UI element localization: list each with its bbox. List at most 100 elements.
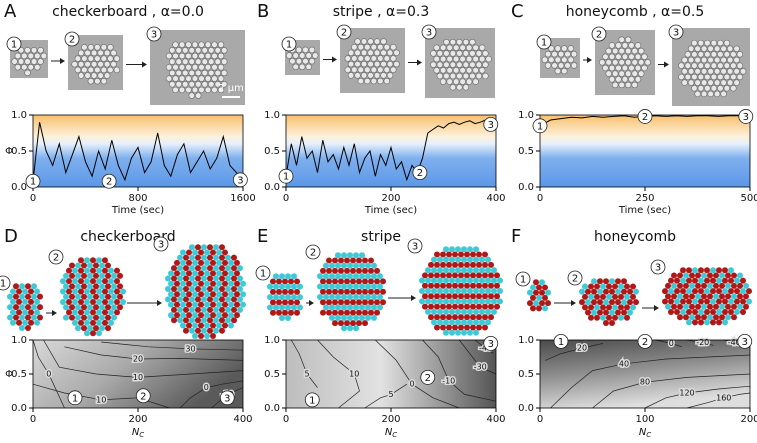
particle	[359, 283, 365, 290]
particle	[719, 293, 725, 300]
particle	[692, 277, 698, 284]
particle	[473, 267, 479, 274]
particle	[195, 306, 201, 313]
particle	[458, 293, 464, 300]
particle	[615, 309, 621, 316]
particle	[7, 314, 13, 321]
particle	[458, 314, 464, 321]
particle	[533, 289, 539, 296]
contour-label: 20	[577, 344, 587, 353]
particle	[207, 317, 213, 324]
colloid	[634, 53, 642, 60]
colloid	[77, 49, 85, 57]
particle	[353, 262, 359, 269]
particle	[683, 282, 689, 289]
particle	[332, 309, 338, 316]
colloid	[637, 70, 645, 77]
particle	[16, 288, 22, 295]
contour-label: 0	[204, 383, 209, 392]
colloid	[14, 63, 22, 71]
colloid	[691, 85, 698, 92]
particle	[25, 314, 31, 321]
colloid	[446, 78, 453, 85]
colloid	[198, 41, 205, 48]
particle	[527, 289, 533, 296]
particle	[329, 293, 335, 300]
particle	[452, 324, 458, 331]
particle	[446, 314, 452, 321]
colloid	[77, 61, 85, 68]
particle	[16, 298, 22, 305]
particle	[662, 288, 668, 295]
colloid	[195, 69, 202, 77]
particle	[347, 314, 353, 321]
particle	[72, 298, 78, 305]
particle	[111, 283, 117, 290]
particle	[530, 294, 536, 301]
particle	[686, 308, 692, 315]
particle	[630, 304, 636, 311]
colloid	[707, 79, 714, 86]
colloid	[624, 36, 632, 43]
colloid	[567, 45, 574, 52]
colloid	[459, 55, 466, 63]
particle	[282, 299, 288, 306]
particle	[213, 285, 219, 292]
particle	[102, 298, 108, 305]
contour-label: 0	[46, 370, 51, 379]
particle	[624, 293, 630, 300]
particle	[695, 272, 701, 279]
contour-line	[459, 339, 497, 375]
particle	[231, 275, 237, 282]
colloid	[370, 55, 377, 62]
particle	[377, 304, 383, 311]
particle	[168, 291, 174, 298]
particle	[716, 267, 722, 274]
contour-line	[686, 392, 751, 409]
particle	[341, 304, 347, 311]
particle	[497, 298, 503, 305]
particle	[234, 270, 240, 277]
particle	[740, 308, 746, 315]
stage-marker-label: 2	[642, 337, 648, 348]
colloid	[713, 56, 721, 64]
particle	[10, 288, 16, 295]
colloid	[24, 58, 31, 65]
particle	[231, 265, 237, 272]
particle	[431, 298, 437, 305]
particle	[222, 322, 228, 329]
colloid	[354, 38, 361, 45]
colloid	[100, 66, 108, 74]
particle	[84, 267, 90, 274]
colloid	[94, 55, 101, 62]
particle	[13, 304, 19, 311]
colloid	[11, 58, 18, 65]
particle	[437, 308, 443, 315]
x-tick-label: 400	[486, 414, 505, 425]
particle	[22, 319, 28, 326]
particle	[213, 265, 219, 272]
particle	[189, 275, 195, 282]
particle	[464, 282, 470, 289]
colloid	[97, 72, 104, 79]
particle	[347, 273, 353, 280]
colloid	[208, 58, 215, 65]
particle	[192, 301, 198, 308]
particle	[192, 259, 198, 266]
particle	[609, 309, 615, 316]
x-tick-label: 0	[30, 193, 36, 204]
particle	[612, 314, 618, 321]
particle	[731, 314, 737, 321]
particle	[677, 314, 683, 321]
particle	[213, 296, 219, 303]
particle	[713, 293, 719, 300]
particle	[695, 282, 701, 289]
y-axis-label: Φ	[5, 146, 13, 157]
contour-label: 0	[409, 380, 414, 389]
particle	[425, 277, 431, 284]
particle	[662, 298, 668, 305]
particle	[177, 265, 183, 272]
particle	[467, 246, 473, 253]
colloid	[217, 64, 225, 71]
colloid	[373, 72, 381, 79]
